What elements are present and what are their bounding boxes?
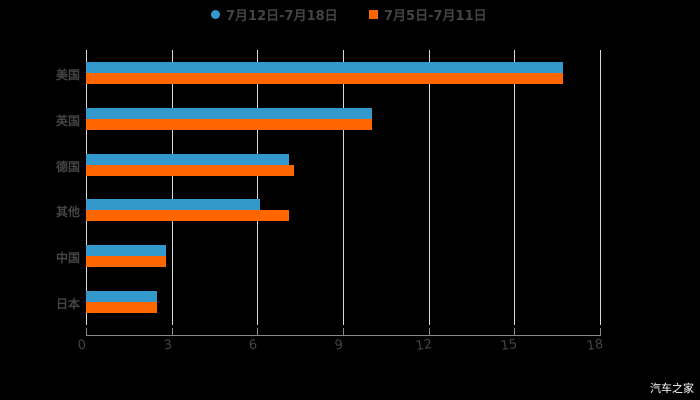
- legend-label: 7月12日-7月18日: [226, 8, 338, 24]
- gridline: [514, 50, 515, 325]
- legend-item-series-2[interactable]: 7月5日-7月11日: [369, 4, 487, 24]
- bar-series-2[interactable]: [86, 165, 294, 176]
- tick-mark: [172, 328, 173, 335]
- category-label: 英国: [55, 114, 80, 128]
- bar-series-1[interactable]: [86, 199, 260, 210]
- tick-mark: [514, 328, 515, 335]
- bar-series-2[interactable]: [86, 256, 166, 267]
- category-label: 其他: [55, 205, 80, 219]
- x-tick-label: 9: [333, 337, 345, 354]
- bar-series-1[interactable]: [86, 62, 563, 73]
- legend-square-marker-icon: [369, 9, 378, 19]
- x-axis-line: [86, 335, 601, 336]
- category-label: 日本: [55, 297, 80, 311]
- x-tick-label: 18: [585, 336, 605, 355]
- gridline: [172, 50, 173, 325]
- bar-series-2[interactable]: [86, 302, 157, 313]
- chart-legend: 7月12日-7月18日 7月5日-7月11日: [0, 4, 700, 24]
- bar-series-2[interactable]: [86, 210, 289, 221]
- legend-item-series-1[interactable]: 7月12日-7月18日: [211, 4, 338, 24]
- bar-series-2[interactable]: [86, 73, 563, 84]
- gridline: [86, 50, 87, 325]
- bar-series-2[interactable]: [86, 119, 372, 130]
- tick-mark: [86, 328, 87, 335]
- tick-mark: [600, 328, 601, 335]
- bar-series-1[interactable]: [86, 245, 166, 256]
- gridline: [343, 50, 344, 325]
- bar-series-1[interactable]: [86, 108, 372, 119]
- x-tick-label: 3: [162, 337, 174, 354]
- x-tick-label: 6: [247, 337, 259, 354]
- tick-mark: [429, 328, 430, 335]
- gridline: [600, 50, 601, 325]
- x-tick-label: 0: [76, 337, 88, 354]
- legend-circle-marker-icon: [211, 9, 220, 19]
- gridline: [257, 50, 258, 325]
- x-tick-label: 12: [414, 336, 434, 355]
- legend-label: 7月5日-7月11日: [384, 8, 487, 24]
- x-tick-label: 15: [499, 336, 519, 355]
- plot-area: [86, 50, 601, 325]
- gridline: [429, 50, 430, 325]
- category-label: 中国: [55, 251, 80, 265]
- watermark: 汽车之家: [650, 382, 694, 395]
- bar-series-1[interactable]: [86, 291, 157, 302]
- bar-series-1[interactable]: [86, 154, 289, 165]
- category-label: 德国: [55, 160, 80, 174]
- category-label: 美国: [55, 68, 80, 82]
- tick-mark: [343, 328, 344, 335]
- tick-mark: [257, 328, 258, 335]
